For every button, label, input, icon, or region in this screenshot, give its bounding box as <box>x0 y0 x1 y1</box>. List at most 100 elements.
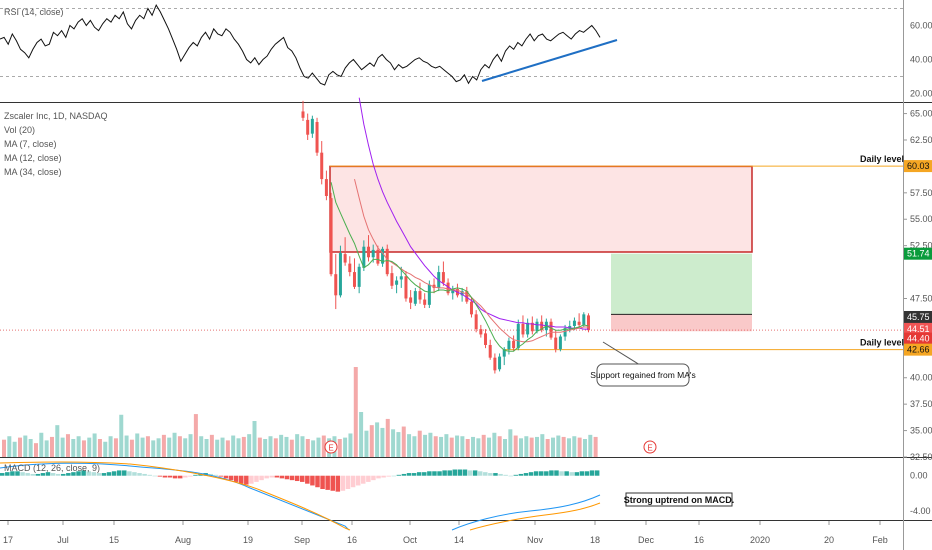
rsi-axis: 60.00 40.00 20.00 <box>910 21 932 99</box>
candle-body <box>502 349 506 357</box>
macd-hist-bar <box>106 472 112 476</box>
macd-hist-bar <box>289 475 295 481</box>
volume-bar <box>231 435 236 457</box>
macd-hist-bar <box>528 472 534 476</box>
daily-level-bottom-label: Daily level <box>860 338 904 348</box>
x-tick-label: 15 <box>109 535 119 545</box>
volume-bar <box>2 439 6 457</box>
macd-hist-bar <box>101 473 107 476</box>
price-tag-label: 60.03 <box>907 161 930 171</box>
macd-hist-bar <box>193 474 198 476</box>
candle-body <box>521 323 525 335</box>
volume-bar <box>55 425 60 457</box>
macd-hist-bar <box>355 475 361 486</box>
price-tag-label: 42.66 <box>907 345 930 355</box>
macd-hist-bar <box>594 470 600 476</box>
macd-hist-bar <box>335 475 341 492</box>
volume-bar <box>252 421 257 457</box>
earnings-marker-2[interactable]: E <box>643 440 657 454</box>
volume-bar <box>113 438 118 457</box>
macd-hist-bar <box>544 471 549 476</box>
price-tick-label: 35.00 <box>910 426 932 436</box>
macd-hist-bar <box>213 474 219 476</box>
macd-hist-bar <box>427 471 432 476</box>
volume-bar <box>588 434 593 457</box>
macd-hist-bar <box>76 471 81 476</box>
x-tick-label: 18 <box>590 535 600 545</box>
macd-hist-bar <box>86 471 91 476</box>
macd-hist-bar <box>462 469 468 476</box>
volume-bars <box>2 367 598 457</box>
macd-hist-bar <box>411 473 417 476</box>
candle-body <box>507 340 511 350</box>
volume-bar <box>481 434 486 457</box>
macd-hist-bar <box>432 471 437 476</box>
volume-bar <box>353 367 358 457</box>
symbol-label: Zscaler Inc, 1D, NASDAQ <box>4 111 108 121</box>
macd-hist-bar <box>320 475 325 489</box>
macd-hist-bar <box>345 475 351 489</box>
x-tick-label: 19 <box>243 535 253 545</box>
macd-hist-bar <box>371 475 376 481</box>
macd-hist-bar <box>61 473 66 476</box>
volume-bar <box>556 435 561 457</box>
macd-hist-bar <box>30 473 35 476</box>
candle-body <box>432 284 436 288</box>
macd-hist-bar <box>447 470 452 476</box>
macd-hist-bar <box>142 473 147 476</box>
volume-bar <box>412 436 417 457</box>
macd-hist-bar <box>259 475 264 481</box>
macd-hist-bar <box>569 472 574 476</box>
macd-hist-bar <box>274 475 280 478</box>
candles <box>301 100 590 374</box>
macd-hist-bar <box>162 475 168 478</box>
macd-hist-bar <box>533 471 539 476</box>
macd-hist-bar <box>305 475 310 484</box>
price-tag-label: 44.51 <box>907 324 930 334</box>
price-tick-label: 57.50 <box>910 188 932 198</box>
macd-hist-bar <box>381 475 386 478</box>
candle-body <box>395 280 399 285</box>
macd-tick-label: 0.00 <box>910 471 928 481</box>
volume-bar <box>337 439 342 457</box>
x-tick-label: Oct <box>403 535 418 545</box>
candle-body <box>352 272 356 287</box>
macd-hist-bar <box>406 473 412 476</box>
price-tag <box>904 332 932 345</box>
volume-bar <box>156 438 161 457</box>
macd-hist-bar <box>218 475 224 477</box>
volume-bar <box>7 436 12 457</box>
volume-bar <box>433 436 438 457</box>
volume-bar <box>108 436 113 457</box>
volume-bar <box>145 436 150 457</box>
candle-body <box>399 276 403 280</box>
macd-hist-bar <box>488 473 493 476</box>
volume-bar <box>476 438 481 457</box>
ma7-line <box>330 182 589 352</box>
signal-line-right <box>469 502 601 531</box>
earnings-marker-1[interactable]: E <box>324 440 338 454</box>
macd-hist-bar <box>584 471 590 476</box>
macd-hist-bar <box>294 475 300 482</box>
macd-hist-bar <box>55 473 61 476</box>
macd-hist-bar <box>137 473 142 476</box>
macd-hist-bar <box>50 473 56 476</box>
x-tick-label: 14 <box>454 535 464 545</box>
volume-bar <box>348 433 353 457</box>
price-tag-label: 44.40 <box>907 334 930 344</box>
volume-bar <box>471 436 476 457</box>
candle-body <box>512 340 516 349</box>
volume-bar <box>423 434 428 457</box>
rsi-tick-label: 20.00 <box>910 89 932 99</box>
candle-body <box>418 291 422 300</box>
macd-hist-bar <box>386 475 391 477</box>
volume-bar <box>295 434 300 457</box>
x-axis: 17 Jul 15 Aug 19 Sep 16 Oct 14 Nov 18 Dec 16 2020 20 Fe… <box>3 521 888 545</box>
candle-body <box>404 276 408 299</box>
volume-bar <box>193 414 198 457</box>
volume-bar <box>263 439 268 457</box>
volume-bar <box>103 441 108 457</box>
volume-bar <box>321 435 326 457</box>
macd-hist-bar <box>116 470 122 476</box>
